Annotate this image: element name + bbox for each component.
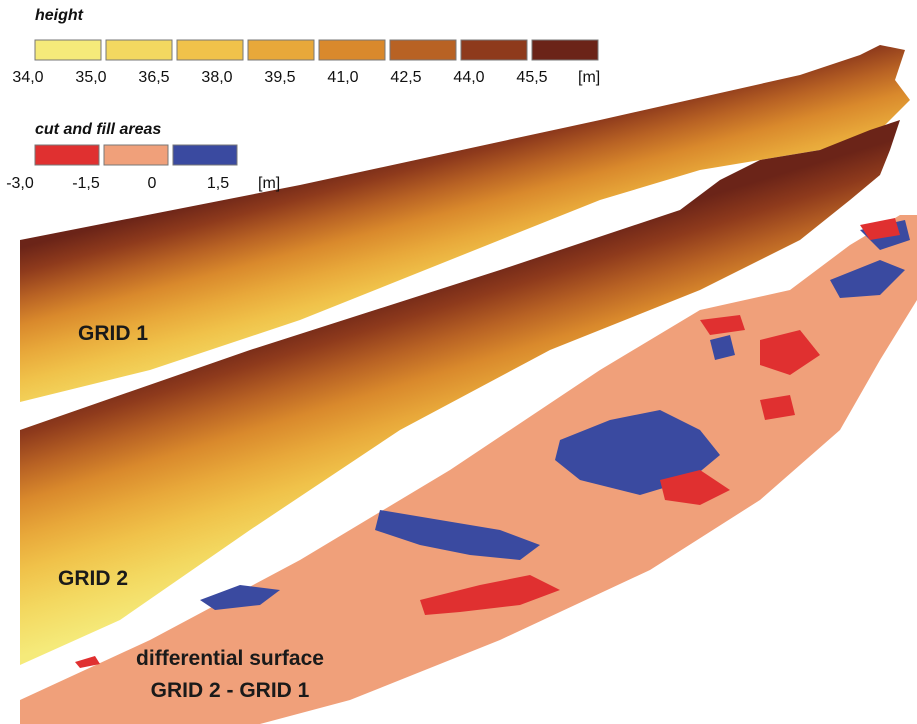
legend-tick-label: 35,0 [75, 69, 106, 86]
cut-fill-legend-ticks: -3,0 -1,5 0 1,5 [m] [6, 175, 280, 192]
cut-fill-legend-swatches [34, 144, 238, 166]
diff-label: GRID 2 - GRID 1 [151, 679, 310, 702]
legend-tick-label: 38,0 [201, 69, 232, 86]
grid1-label: GRID 1 [78, 322, 148, 345]
height-legend-swatches [34, 39, 599, 61]
legend-tick-label: 34,0 [12, 69, 43, 86]
fill-areas [200, 220, 910, 610]
grid2-surface [20, 120, 900, 665]
legend-tick-label: [m] [258, 175, 280, 192]
legend-tick-label: [m] [578, 69, 600, 86]
legend-tick-label: 39,5 [264, 69, 295, 86]
diff-label: differential surface [136, 647, 324, 670]
legend-tick-label: 45,5 [516, 69, 547, 86]
legend-tick-label: 1,5 [207, 175, 229, 192]
legend-tick-label: 44,0 [453, 69, 484, 86]
legend-tick-label: 42,5 [390, 69, 421, 86]
cut-areas [75, 218, 900, 668]
grid1-surface [20, 45, 910, 402]
grid2-label: GRID 2 [58, 567, 128, 590]
legend-tick-label: 41,0 [327, 69, 358, 86]
height-legend-ticks: 34,0 35,0 36,5 38,0 39,5 41,0 42,5 44,0 45,5 [m] [12, 69, 600, 86]
legend-title: height [35, 7, 84, 24]
legend-tick-label: 36,5 [138, 69, 169, 86]
legend-tick-label: -1,5 [72, 175, 100, 192]
legend-title: cut and fill areas [35, 121, 161, 138]
legend-tick-label: -3,0 [6, 175, 34, 192]
legend-tick-label: 0 [148, 175, 157, 192]
